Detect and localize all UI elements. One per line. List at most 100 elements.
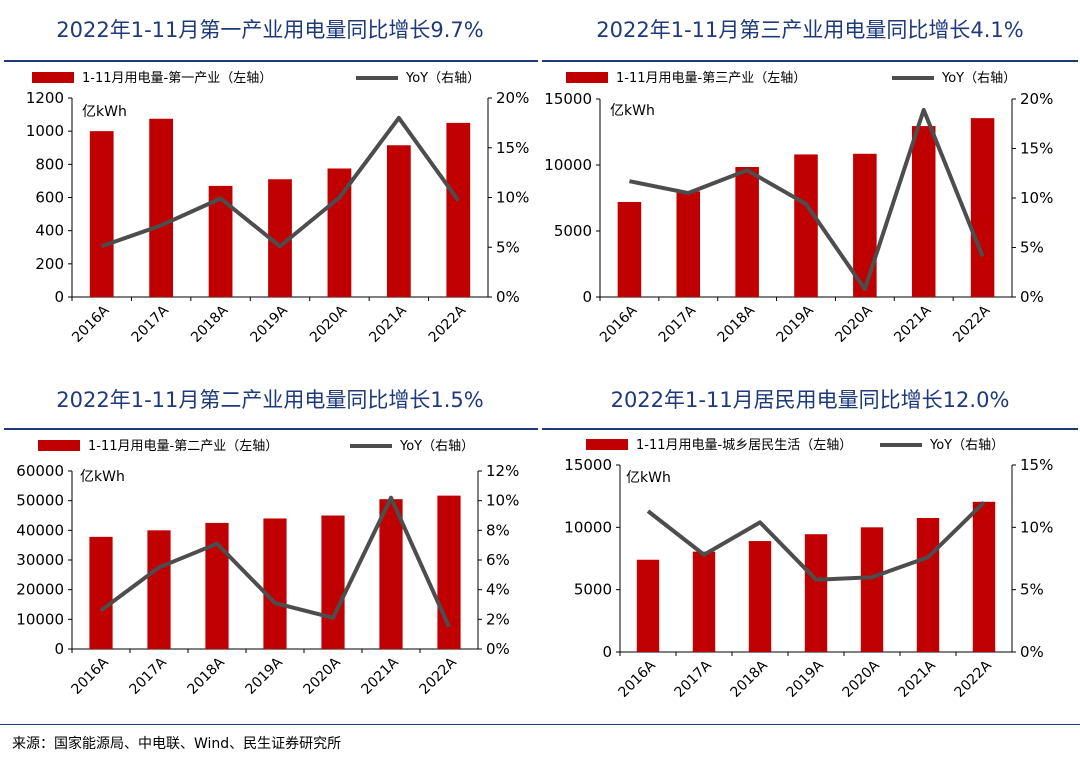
bar <box>321 515 345 649</box>
x-tick-label: 2017A <box>656 302 700 346</box>
title-underline <box>4 60 538 62</box>
right-tick-label: 6% <box>486 551 510 569</box>
bar <box>386 145 411 297</box>
chart-title: 2022年1-11月第三产业用电量同比增长4.1% <box>596 18 1024 42</box>
right-tick-label: 20% <box>496 89 529 107</box>
right-tick-label: 0% <box>486 640 510 658</box>
chart-panel-residential: 2022年1-11月居民用电量同比增长12.0% 1-11月用电量-城乡居民生活… <box>540 378 1080 723</box>
x-tick-label: 2017A <box>129 302 173 346</box>
left-tick-label: 15000 <box>544 90 592 108</box>
right-tick-label: 10% <box>1020 189 1053 207</box>
right-tick-label: 15% <box>1020 140 1053 158</box>
left-tick-label: 5000 <box>554 222 592 240</box>
title-underline <box>4 428 538 430</box>
legend-bar-swatch <box>32 72 74 83</box>
legend-line-label: YoY（右轴） <box>941 71 1016 86</box>
x-tick-label: 2018A <box>185 654 229 698</box>
x-tick-label: 2022A <box>950 302 994 346</box>
left-tick-label: 60000 <box>16 462 64 480</box>
bar <box>149 118 174 298</box>
source-note: 来源：国家能源局、中电联、Wind、民生证券研究所 <box>12 736 342 752</box>
left-tick-label: 0 <box>582 288 592 306</box>
left-tick-label: 0 <box>54 288 64 306</box>
legend-bar-swatch <box>566 72 608 83</box>
left-tick-label: 40000 <box>16 521 64 539</box>
bar <box>911 126 936 297</box>
right-tick-label: 5% <box>496 238 520 256</box>
x-tick-label: 2019A <box>248 302 292 346</box>
x-tick-label: 2020A <box>840 657 884 701</box>
right-tick-label: 4% <box>486 581 510 599</box>
bar <box>205 522 229 649</box>
x-tick-label: 2020A <box>307 302 351 346</box>
chart-svg: 1-11月用电量-第二产业（左轴） YoY（右轴） 亿kWh 0 10000 20000 3… <box>16 439 519 698</box>
x-tick-label: 2022A <box>426 302 470 346</box>
left-tick-label: 15000 <box>564 456 612 474</box>
bar <box>636 559 660 652</box>
title-underline <box>542 428 1078 430</box>
right-tick-label: 0% <box>1020 288 1044 306</box>
x-tick-label: 2021A <box>359 654 403 698</box>
right-tick-label: 12% <box>486 462 519 480</box>
chart-title: 2022年1-11月第二产业用电量同比增长1.5% <box>56 388 484 412</box>
left-tick-label: 800 <box>35 155 64 173</box>
legend-line-label: YoY（右轴） <box>929 438 1004 453</box>
footer-rule <box>0 724 1080 725</box>
bar <box>692 551 716 652</box>
left-tick-label: 20000 <box>16 581 64 599</box>
right-tick-label: 0% <box>1020 643 1044 661</box>
x-tick-label: 2019A <box>784 657 828 701</box>
right-tick-label: 10% <box>1020 518 1053 536</box>
bar <box>617 201 642 297</box>
left-tick-label: 10000 <box>16 610 64 628</box>
right-tick-label: 2% <box>486 610 510 628</box>
bar <box>379 499 403 649</box>
chart-svg: 1-11月用电量-城乡居民生活（左轴） YoY（右轴） 亿kWh 0 5000 10000… <box>564 438 1053 701</box>
right-tick-label: 5% <box>1020 581 1044 599</box>
right-tick-label: 0% <box>496 288 520 306</box>
chart-title: 2022年1-11月第一产业用电量同比增长9.7% <box>56 18 484 42</box>
bar <box>972 501 996 652</box>
x-tick-label: 2017A <box>672 657 716 701</box>
x-tick-label: 2022A <box>952 657 996 701</box>
unit-label: 亿kWh <box>610 103 655 119</box>
bar <box>208 185 233 297</box>
x-tick-label: 2019A <box>243 654 287 698</box>
bar <box>748 541 772 652</box>
left-tick-label: 600 <box>35 189 64 207</box>
x-tick-label: 2016A <box>69 302 113 346</box>
x-tick-label: 2019A <box>774 302 818 346</box>
bar <box>676 191 701 297</box>
bar <box>147 530 171 649</box>
chart-panel-tertiary: 2022年1-11月第三产业用电量同比增长4.1% 1-11月用电量-第三产业（… <box>540 8 1080 368</box>
right-tick-label: 15% <box>496 139 529 157</box>
right-tick-label: 8% <box>486 521 510 539</box>
x-tick-label: 2018A <box>188 302 232 346</box>
title-underline <box>542 60 1078 62</box>
x-tick-label: 2018A <box>715 302 759 346</box>
left-tick-label: 50000 <box>16 492 64 510</box>
bar <box>446 122 471 297</box>
left-tick-label: 200 <box>35 255 64 273</box>
left-tick-label: 30000 <box>16 551 64 569</box>
chart-svg: 1-11月用电量-第一产业（左轴） YoY（右轴） 亿kWh 0 200 400 600 80… <box>26 71 530 346</box>
x-tick-label: 2021A <box>366 302 410 346</box>
bar <box>853 153 877 297</box>
bar <box>268 179 292 297</box>
x-tick-label: 2017A <box>127 654 171 698</box>
legend-bar-label: 1-11月用电量-第三产业（左轴） <box>616 71 806 86</box>
right-tick-label: 10% <box>486 492 519 510</box>
legend-bar-swatch <box>38 440 80 451</box>
x-tick-label: 2022A <box>417 654 461 698</box>
legend-bar-swatch <box>586 439 628 450</box>
chart-svg: 1-11月用电量-第三产业（左轴） YoY（右轴） 亿kWh 0 5000 10000 15… <box>544 71 1053 346</box>
legend-bar-label: 1-11月用电量-第二产业（左轴） <box>88 439 278 454</box>
bar <box>263 518 287 649</box>
x-tick-label: 2016A <box>597 302 641 346</box>
legend-bar-label: 1-11月用电量-城乡居民生活（左轴） <box>636 438 852 453</box>
chart-panel-secondary: 2022年1-11月第二产业用电量同比增长1.5% 1-11月用电量-第二产业（… <box>0 378 540 723</box>
x-tick-label: 2016A <box>616 657 660 701</box>
right-tick-label: 10% <box>496 189 529 207</box>
unit-label: 亿kWh <box>80 469 125 485</box>
bar <box>735 166 759 297</box>
